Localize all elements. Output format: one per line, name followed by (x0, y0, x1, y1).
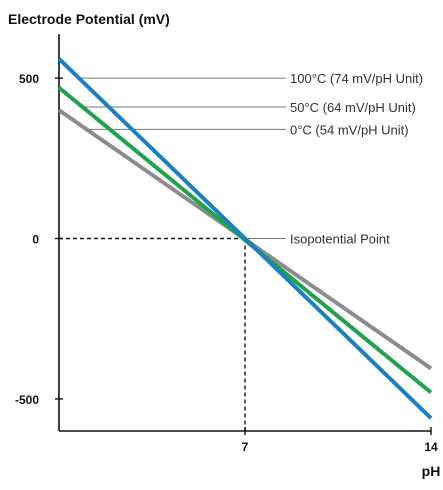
x-axis-label: pH (422, 463, 441, 479)
y-tick-label: 500 (19, 72, 39, 86)
series-label: 100°C (74 mV/pH Unit) (290, 71, 423, 86)
series-line (57, 57, 433, 420)
series-label: 0°C (54 mV/pH Unit) (290, 122, 409, 137)
isopotential-label: Isopotential Point (290, 232, 390, 247)
y-tick-label: -500 (15, 393, 39, 407)
x-tick-label: 14 (424, 440, 438, 454)
y-axis-label: Electrode Potential (mV) (8, 11, 170, 27)
series-label: 50°C (64 mV/pH Unit) (290, 100, 416, 115)
x-tick-label: 7 (242, 440, 249, 454)
y-tick-label: 0 (32, 233, 39, 247)
